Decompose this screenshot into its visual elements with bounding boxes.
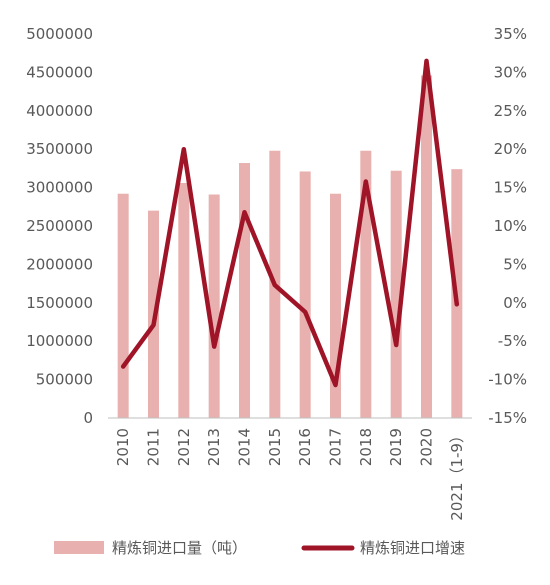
- x-tick-label: 2021（1-9）: [448, 428, 466, 521]
- left-tick-label: 2000000: [26, 255, 93, 273]
- left-tick-label: 4500000: [26, 63, 93, 81]
- x-tick-label: 2011: [145, 428, 163, 466]
- left-tick-label: 500000: [36, 371, 93, 389]
- left-tick-label: 1500000: [26, 294, 93, 312]
- x-tick-label: 2016: [296, 428, 314, 466]
- bar-2012: [178, 182, 190, 418]
- bar-2018: [360, 150, 372, 418]
- bar-2010: [117, 193, 129, 418]
- x-tick-label: 2018: [357, 428, 375, 466]
- right-tick-label: 15%: [494, 179, 527, 197]
- bar-2020: [421, 75, 432, 419]
- x-tick-label: 2014: [236, 428, 254, 466]
- x-tick-label: 2012: [175, 428, 193, 466]
- right-tick-label: 30%: [494, 63, 527, 81]
- bar-2019: [390, 170, 402, 418]
- bar-2013: [208, 194, 220, 418]
- x-tick-label: 2017: [327, 428, 345, 466]
- right-tick-label: 20%: [494, 140, 527, 158]
- left-tick-label: 4000000: [26, 102, 93, 120]
- right-tick-label: 25%: [494, 102, 527, 120]
- bar-2014: [239, 163, 250, 418]
- legend-bar-swatch: [54, 541, 104, 554]
- right-tick-label: -15%: [488, 409, 527, 427]
- right-tick-label: -5%: [498, 332, 527, 350]
- legend: 精炼铜进口量（吨） 精炼铜进口增速: [54, 539, 465, 557]
- left-axis-ticks: 0 500000 1000000 1500000 2000000 2500000 30000…: [26, 25, 93, 427]
- right-tick-label: 10%: [494, 217, 527, 235]
- left-tick-label: 5000000: [26, 25, 93, 43]
- right-tick-label: -10%: [488, 371, 527, 389]
- right-tick-label: 5%: [503, 255, 527, 273]
- left-tick-label: 1000000: [26, 332, 93, 350]
- left-tick-label: 3000000: [26, 179, 93, 197]
- line-series: [120, 58, 460, 388]
- legend-line-label: 精炼铜进口增速: [360, 539, 465, 557]
- right-tick-label: 35%: [494, 25, 527, 43]
- bar-series: [117, 75, 463, 419]
- x-tick-label: 2020: [418, 428, 436, 466]
- growth-line: [120, 58, 460, 388]
- left-tick-label: 2500000: [26, 217, 93, 235]
- x-tick-label: 2010: [114, 428, 132, 466]
- x-axis-ticks: 2010 2011 2012 2013 2014 2015 2016 2017 2018 2019…: [114, 428, 466, 521]
- bar-2017: [330, 193, 341, 418]
- left-tick-label: 3500000: [26, 140, 93, 158]
- right-tick-label: 0%: [503, 294, 527, 312]
- left-tick-label: 0: [83, 409, 93, 427]
- right-axis-ticks: -15% -10% -5% 0% 5% 10% 15% 20% 25% 30% 35%: [488, 25, 527, 427]
- bar-2016: [299, 171, 311, 418]
- x-tick-label: 2013: [205, 428, 223, 466]
- x-tick-label: 2019: [387, 428, 405, 466]
- legend-bar-label: 精炼铜进口量（吨）: [112, 539, 247, 557]
- x-tick-label: 2015: [266, 428, 284, 466]
